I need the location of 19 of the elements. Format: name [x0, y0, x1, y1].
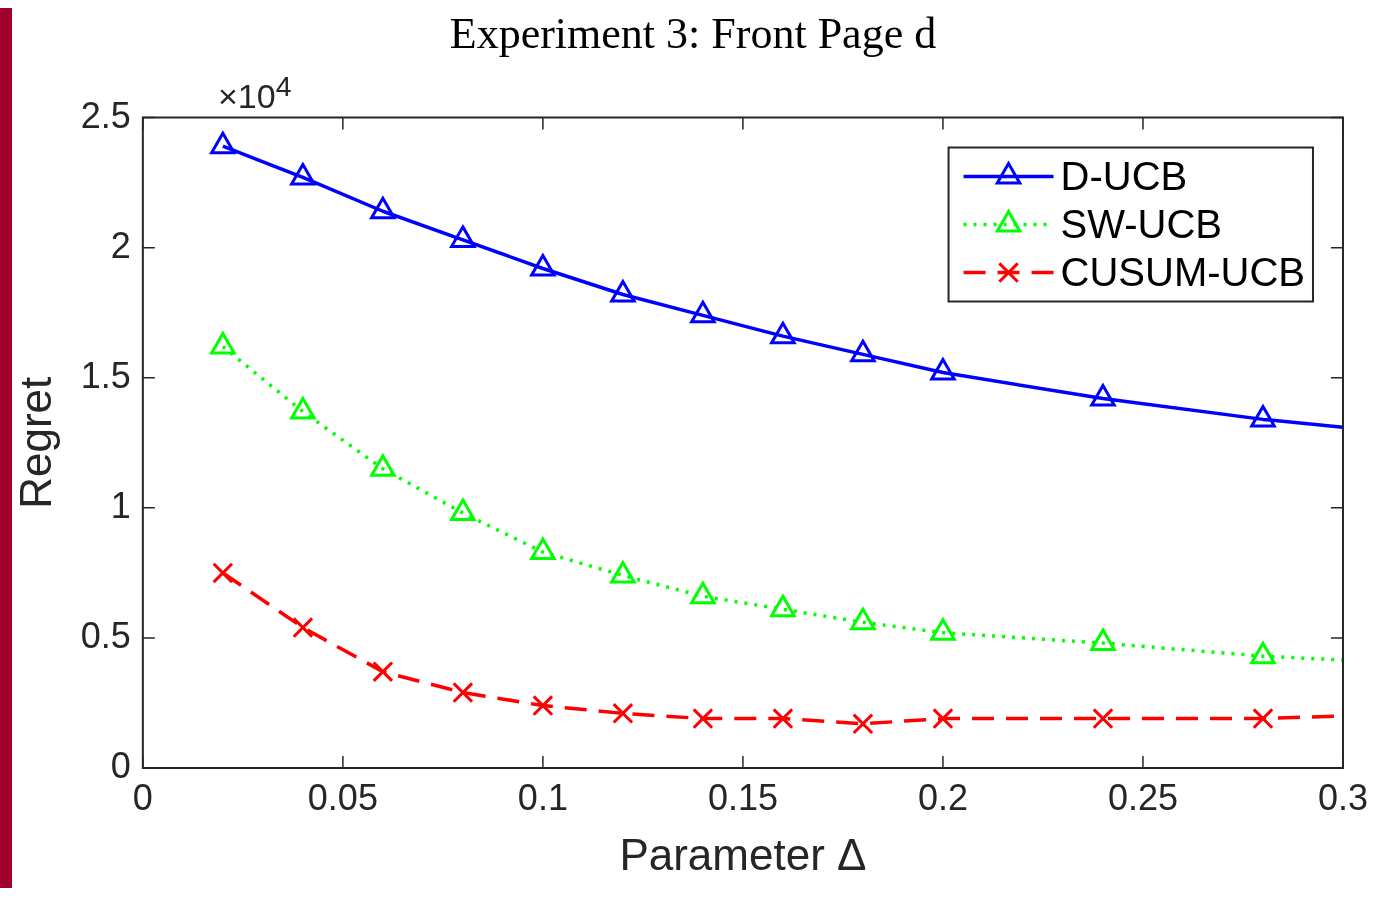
- x-tick-label: 0.3: [1317, 776, 1368, 818]
- x-tick-label: 0.15: [707, 776, 778, 818]
- legend-label: SW-UCB: [1060, 201, 1223, 246]
- y-tick-label: 2: [110, 224, 131, 266]
- y-tick-label: 0.5: [80, 614, 131, 656]
- x-tick-label: 0.25: [1107, 776, 1178, 818]
- x-tick-label: 0.05: [307, 776, 378, 818]
- y-tick-label: 1.5: [80, 354, 131, 396]
- legend-label: D-UCB: [1060, 153, 1188, 198]
- y-tick-label: 1: [110, 484, 131, 526]
- x-tick-label: 0.2: [917, 776, 968, 818]
- x-axis-title: Parameter Δ: [619, 829, 867, 879]
- x-tick-label: 0.1: [517, 776, 568, 818]
- y-tick-label: 0: [110, 744, 131, 786]
- chart-title: Experiment 3: Front Page d: [448, 8, 938, 60]
- legend-label: CUSUM-UCB: [1060, 249, 1305, 294]
- text: ×10$^{4}$: [218, 70, 292, 117]
- y-axis-title: Regret: [10, 376, 60, 509]
- y-tick-label: 2.5: [80, 94, 131, 136]
